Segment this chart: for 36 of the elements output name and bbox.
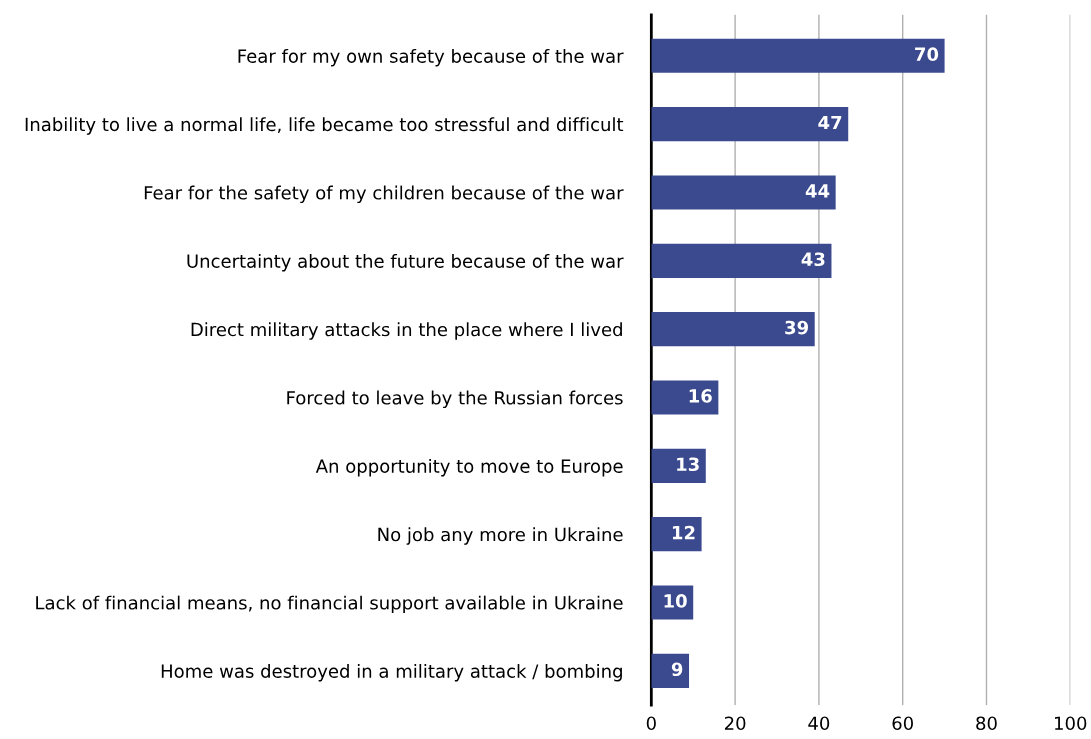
y-tick-label: Lack of financial means, no financial support available in Ukraine bbox=[36, 595, 623, 614]
bar bbox=[651, 653, 690, 688]
data-label: 9 bbox=[671, 662, 683, 677]
x-tick-label: 60 bbox=[892, 716, 913, 731]
y-tick-label: Inability to live a normal life, life became too stressful and difficult bbox=[25, 117, 624, 135]
bar bbox=[651, 175, 836, 210]
x-tick-label: 0 bbox=[646, 716, 656, 731]
bar bbox=[651, 448, 706, 483]
data-label: 70 bbox=[915, 47, 939, 62]
data-label: 13 bbox=[677, 457, 699, 472]
y-tick-label: An opportunity to move to Europe bbox=[315, 458, 623, 477]
bar bbox=[651, 380, 719, 415]
bar bbox=[651, 517, 702, 552]
bar bbox=[651, 38, 945, 73]
data-label: 16 bbox=[689, 389, 712, 403]
y-tick-label: Fear for the safety of my children because of the war bbox=[144, 185, 624, 204]
bar bbox=[651, 585, 694, 620]
y-tick-label: Direct military attacks in the place where I lived bbox=[191, 322, 622, 340]
data-label: 44 bbox=[805, 184, 830, 198]
bar bbox=[651, 243, 832, 278]
y-tick-label: Forced to leave by the Russian forces bbox=[287, 390, 623, 409]
data-label: 12 bbox=[672, 525, 695, 540]
y-tick-label: Uncertainty about the future because of the war bbox=[187, 253, 624, 272]
y-tick-label: Home was destroyed in a military attack / bombing bbox=[161, 663, 622, 682]
y-tick-label: No job any more in Ukraine bbox=[378, 527, 623, 545]
bar bbox=[651, 312, 815, 347]
x-tick-label: 40 bbox=[808, 716, 830, 731]
x-tick-label: 20 bbox=[724, 716, 746, 731]
bar bbox=[651, 107, 849, 142]
data-label: 43 bbox=[801, 252, 825, 267]
data-label: 39 bbox=[785, 320, 809, 335]
x-tick-label: 80 bbox=[976, 716, 997, 731]
data-label: 47 bbox=[818, 115, 842, 130]
data-label: 10 bbox=[664, 594, 687, 608]
x-tick-label: 100 bbox=[1055, 716, 1087, 731]
y-tick-label: Fear for my own safety because of the war bbox=[238, 48, 624, 67]
